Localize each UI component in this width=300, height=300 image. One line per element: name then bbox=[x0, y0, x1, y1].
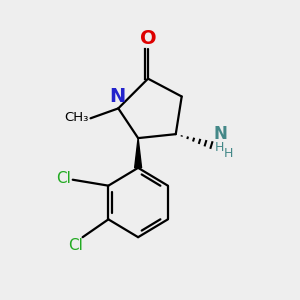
Text: Cl: Cl bbox=[68, 238, 82, 253]
Polygon shape bbox=[135, 138, 142, 168]
Text: N: N bbox=[213, 125, 227, 143]
Text: Cl: Cl bbox=[56, 171, 71, 186]
Text: H: H bbox=[214, 140, 224, 154]
Text: N: N bbox=[109, 87, 125, 106]
Text: CH₃: CH₃ bbox=[64, 111, 88, 124]
Text: O: O bbox=[140, 29, 156, 48]
Text: H: H bbox=[223, 147, 233, 160]
